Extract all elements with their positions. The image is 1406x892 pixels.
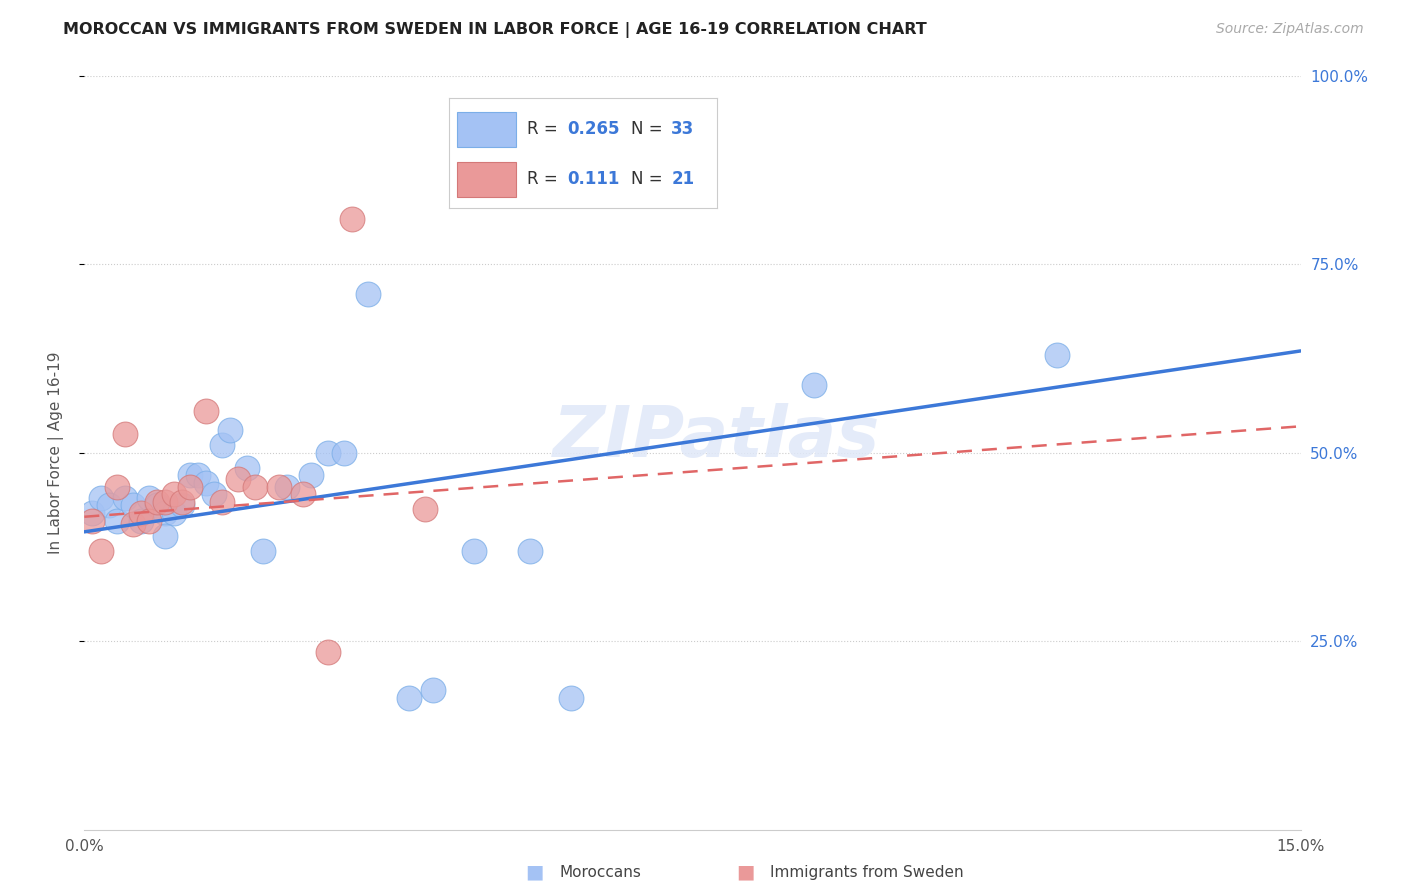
- Point: [211, 494, 233, 508]
- Point: [463, 543, 485, 558]
- Point: [179, 480, 201, 494]
- Point: [129, 506, 152, 520]
- Point: [413, 502, 436, 516]
- Point: [82, 506, 104, 520]
- Point: [519, 543, 541, 558]
- Point: [803, 377, 825, 392]
- Text: Moroccans: Moroccans: [560, 865, 641, 880]
- Point: [228, 472, 250, 486]
- Point: [187, 468, 209, 483]
- Point: [90, 491, 112, 505]
- Text: N =: N =: [631, 170, 668, 188]
- Point: [340, 212, 363, 227]
- Text: ■: ■: [735, 863, 755, 882]
- Point: [105, 514, 128, 528]
- Point: [316, 446, 339, 460]
- Point: [202, 487, 225, 501]
- Point: [292, 487, 315, 501]
- Point: [129, 514, 152, 528]
- Point: [170, 499, 193, 513]
- Point: [179, 468, 201, 483]
- Point: [138, 514, 160, 528]
- FancyBboxPatch shape: [457, 112, 516, 146]
- Text: Source: ZipAtlas.com: Source: ZipAtlas.com: [1216, 22, 1364, 37]
- Point: [235, 460, 257, 475]
- Point: [170, 494, 193, 508]
- Point: [90, 543, 112, 558]
- Point: [560, 690, 582, 705]
- Point: [252, 543, 274, 558]
- Point: [1046, 348, 1069, 362]
- Y-axis label: In Labor Force | Age 16-19: In Labor Force | Age 16-19: [48, 351, 63, 554]
- Text: 0.111: 0.111: [567, 170, 619, 188]
- Text: MOROCCAN VS IMMIGRANTS FROM SWEDEN IN LABOR FORCE | AGE 16-19 CORRELATION CHART: MOROCCAN VS IMMIGRANTS FROM SWEDEN IN LA…: [63, 22, 927, 38]
- Text: Immigrants from Sweden: Immigrants from Sweden: [770, 865, 965, 880]
- Point: [155, 506, 177, 520]
- Point: [195, 404, 218, 418]
- Point: [82, 514, 104, 528]
- Point: [276, 480, 298, 494]
- Point: [114, 426, 136, 441]
- Text: R =: R =: [527, 120, 562, 138]
- Text: ZIPatlas: ZIPatlas: [553, 403, 880, 472]
- Point: [316, 645, 339, 659]
- Point: [155, 494, 177, 508]
- Text: ■: ■: [524, 863, 544, 882]
- Point: [267, 480, 290, 494]
- Point: [357, 287, 380, 301]
- Text: R =: R =: [527, 170, 568, 188]
- Point: [138, 491, 160, 505]
- Point: [398, 690, 420, 705]
- Point: [162, 506, 184, 520]
- Point: [97, 499, 120, 513]
- Point: [146, 499, 169, 513]
- Text: 0.265: 0.265: [567, 120, 620, 138]
- Point: [155, 528, 177, 542]
- Point: [211, 438, 233, 452]
- Point: [162, 487, 184, 501]
- Point: [299, 468, 322, 483]
- Point: [243, 480, 266, 494]
- FancyBboxPatch shape: [457, 161, 516, 197]
- Point: [422, 683, 444, 698]
- Point: [105, 480, 128, 494]
- Text: 33: 33: [671, 120, 695, 138]
- Point: [146, 494, 169, 508]
- Point: [122, 499, 145, 513]
- Point: [219, 423, 242, 437]
- Point: [122, 517, 145, 532]
- Point: [195, 475, 218, 490]
- Text: N =: N =: [631, 120, 668, 138]
- Text: 21: 21: [671, 170, 695, 188]
- Point: [114, 491, 136, 505]
- Point: [333, 446, 356, 460]
